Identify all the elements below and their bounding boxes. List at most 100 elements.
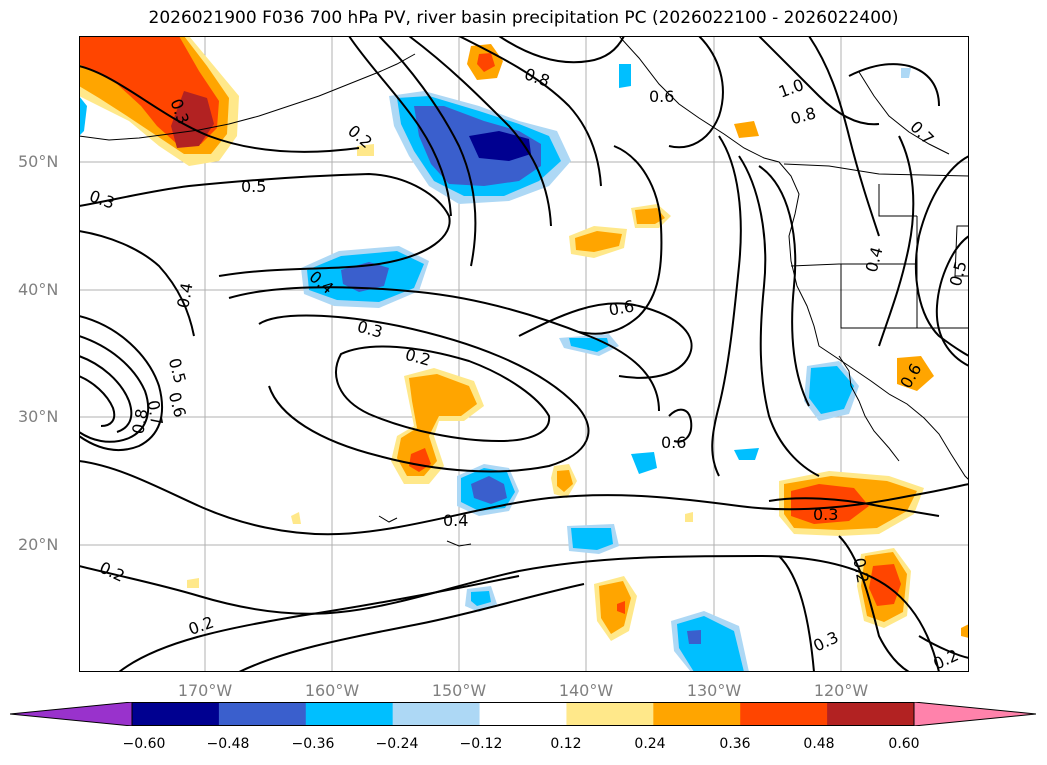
colorbar-tick: −0.24 — [375, 736, 419, 752]
lon-label-150w: 150°W — [431, 681, 487, 700]
contour-east-g — [935, 235, 969, 367]
shade-negative-31n-baja-core — [809, 366, 854, 414]
shade-negative-27n-b — [734, 448, 759, 460]
shade-positive-small-b — [734, 121, 759, 138]
shade-positive-43n-a-core — [575, 231, 622, 252]
contour-north-c — [758, 36, 880, 126]
contour-gulf-b — [378, 36, 477, 267]
contour-gyre-a — [668, 408, 693, 443]
contour-south-east-02 — [838, 535, 910, 672]
shade-negative-small-g — [619, 64, 631, 88]
precip-shading — [79, 36, 969, 672]
contour-west-b — [79, 315, 164, 452]
colorbar-segment — [479, 702, 567, 726]
shade-positive-n150-core — [477, 53, 495, 72]
contour-label: 0.3 — [813, 505, 838, 524]
map-border — [79, 36, 969, 672]
contour-east-b — [738, 155, 820, 477]
contour-label: 0.5 — [241, 177, 266, 196]
contour-label: 0.7 — [143, 399, 166, 427]
contour-label: 0.6 — [661, 433, 686, 452]
contour-gulf-d — [458, 36, 602, 187]
shade-negative-10n-core — [677, 616, 744, 672]
shade-positive-25n-core — [557, 470, 573, 492]
shade-negative-15n-core — [471, 591, 491, 606]
lat-label-40n: 40°N — [18, 280, 59, 299]
contour-west-c — [79, 335, 150, 443]
contour-center-02 — [335, 345, 551, 443]
shade-positive-socal — [897, 356, 934, 391]
lat-label-50n: 50°N — [18, 152, 59, 171]
colorbar-segment — [305, 702, 394, 726]
shade-positive-13n-core — [599, 581, 631, 634]
shade-positive-small-e — [187, 578, 199, 588]
coastlines — [79, 36, 969, 547]
contour-south-east-c — [918, 635, 969, 659]
colorbar-segment — [132, 702, 220, 726]
shade-negative-gulf-core — [469, 131, 531, 161]
contour-west-g — [79, 554, 940, 672]
shade-positive-13n-red — [617, 601, 625, 614]
lon-label-130w: 130°W — [686, 681, 742, 700]
contour-label: 0.2 — [849, 556, 872, 584]
lat-label-30n: 30°N — [18, 407, 59, 426]
colorbar-tick: 0.48 — [803, 736, 835, 752]
shade-negative-40n-inner — [341, 262, 389, 292]
shade-positive-small-f — [961, 624, 969, 638]
shade-positive-small-a — [357, 144, 374, 156]
colorbar-segment — [653, 702, 741, 726]
contour-south-a — [118, 575, 520, 672]
contour-south-b — [238, 583, 585, 672]
colorbar-segment — [566, 702, 654, 726]
colorbar-segment — [740, 702, 828, 726]
colorbar-segment — [827, 702, 915, 726]
shade-negative-nw-edge — [79, 96, 87, 136]
contour-north-a — [498, 36, 625, 64]
contour-label: 0.6 — [649, 87, 674, 106]
colorbar-tick: −0.12 — [459, 736, 503, 752]
contour-east-e — [878, 135, 915, 347]
map-title: 2026021900 F036 700 hPa PV, river basin … — [148, 8, 899, 28]
contour-label: 0.6 — [607, 296, 635, 319]
lat-label-20n: 20°N — [18, 535, 59, 554]
contour-east-c — [758, 165, 810, 407]
contour-label: 0.4 — [173, 281, 196, 309]
contour-label: 0.8 — [128, 407, 151, 435]
shade-negative-24n-inner — [471, 476, 507, 504]
colorbar-tick: 0.12 — [550, 736, 582, 752]
colorbar-tick: −0.36 — [291, 736, 335, 752]
colorbar-tick: 0.24 — [634, 736, 666, 752]
contour-east-06 — [578, 145, 663, 335]
lon-label-170w: 170°W — [177, 681, 233, 700]
contour-nw-1 — [79, 65, 360, 153]
contour-gulf-c — [408, 36, 552, 227]
contour-west-d — [79, 355, 133, 433]
colorbar-tick: 0.36 — [719, 736, 751, 752]
shade-positive-23n-red — [791, 484, 869, 524]
shade-negative-small-h — [901, 68, 911, 78]
colorbar-tick: −0.60 — [122, 736, 166, 752]
contour-south-east-b — [778, 555, 815, 672]
contour-label: 0.4 — [443, 511, 468, 530]
lon-label-160w: 160°W — [304, 681, 360, 700]
shade-positive-small-d — [685, 512, 693, 522]
shade-positive-43n-b-core — [635, 208, 665, 224]
contour-label: 0.5 — [946, 259, 969, 289]
contour-center-03 — [258, 314, 590, 473]
colorbar-tick: 0.60 — [888, 736, 920, 752]
contour-gulf-a — [348, 36, 452, 217]
contour-west-a — [79, 230, 195, 337]
lon-label-120w: 120°W — [813, 681, 869, 700]
lon-label-140w: 140°W — [558, 681, 614, 700]
shade-positive-33n-core — [397, 374, 477, 476]
colorbar — [10, 702, 1036, 726]
contour-east-a — [711, 135, 742, 477]
map-panel: 0.3 0.2 0.8 0.6 1.0 0.8 0.7 0.3 0.5 0.4 … — [79, 36, 969, 672]
pv-contours — [79, 36, 969, 672]
colorbar-segment — [218, 702, 307, 726]
colorbar-extend-high — [913, 702, 1036, 726]
colorbar-extend-low — [10, 702, 133, 726]
contour-east-f — [914, 155, 969, 357]
contour-north-b — [668, 36, 724, 149]
colorbar-tick: −0.48 — [206, 736, 250, 752]
